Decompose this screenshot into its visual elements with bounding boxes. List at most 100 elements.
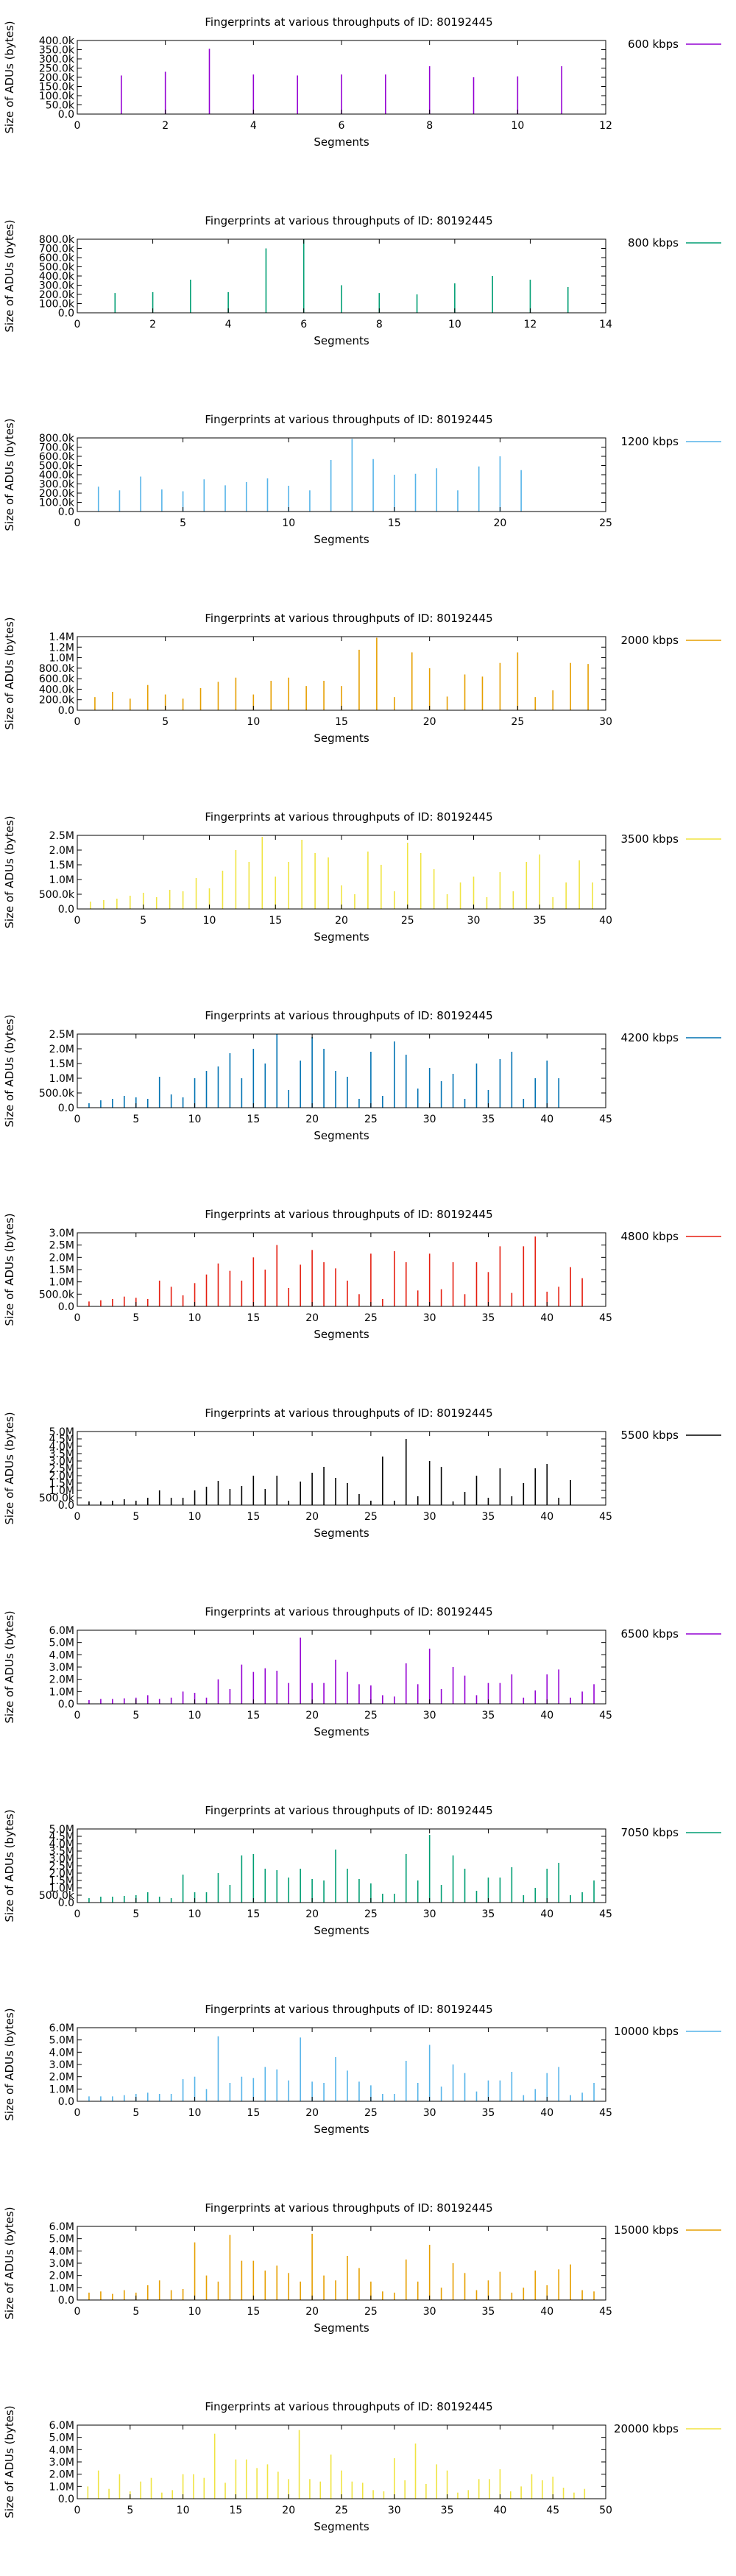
x-tick-label: 10 [203, 915, 216, 927]
x-tick-label: 10 [188, 1710, 202, 1722]
y-tick-label: 150.0k [39, 82, 75, 93]
x-tick-label: 15 [247, 1312, 260, 1324]
x-axis-label: Segments [314, 2520, 369, 2533]
x-tick-label: 45 [599, 1511, 612, 1523]
x-tick-label: 15 [247, 1114, 260, 1125]
y-tick-label: 1.5M [49, 1875, 74, 1887]
y-axis-label: Size of ADUs (bytes) [3, 1610, 16, 1723]
x-tick-label: 20 [305, 1710, 319, 1722]
y-tick-label: 300.0k [39, 280, 75, 292]
y-tick-label: 500.0k [39, 1289, 75, 1301]
x-tick-label: 0 [74, 1312, 81, 1324]
chart-title: Fingerprints at various throughputs of I… [205, 1208, 492, 1221]
x-tick-label: 30 [423, 1511, 436, 1523]
y-tick-label: 5.0M [49, 1638, 74, 1649]
y-tick-label: 800.0k [39, 663, 75, 675]
y-tick-label: 1.5M [49, 1264, 74, 1276]
y-tick-label: 100.0k [39, 498, 75, 509]
y-tick-label: 2.0M [49, 2271, 74, 2282]
x-tick-label: 20 [305, 2306, 319, 2318]
y-tick-label: 0.0 [58, 308, 74, 319]
chart-title: Fingerprints at various throughputs of I… [205, 1406, 492, 1420]
x-tick-label: 15 [247, 2107, 260, 2119]
x-tick-label: 10 [188, 2107, 202, 2119]
y-tick-label: 400.0k [39, 684, 75, 696]
y-tick-label: 0.0 [58, 1897, 74, 1909]
chart-panel: Fingerprints at various throughputs of I… [3, 810, 721, 944]
x-tick-label: 30 [423, 1312, 436, 1324]
x-axis-label: Segments [314, 1725, 369, 1738]
y-tick-label: 6.0M [49, 1625, 74, 1637]
y-tick-label: 2.0M [49, 1252, 74, 1264]
y-tick-label: 500.0k [39, 1493, 75, 1504]
y-tick-label: 3.5M [49, 1448, 74, 1460]
y-tick-label: 0.0 [58, 109, 74, 121]
x-tick-label: 0 [74, 1908, 81, 1920]
legend-label: 4200 kbps [621, 1031, 679, 1044]
y-tick-label: 2.5M [49, 1029, 74, 1041]
x-tick-label: 25 [364, 1114, 378, 1125]
x-tick-label: 20 [305, 1511, 319, 1523]
x-tick-label: 25 [599, 517, 612, 529]
y-tick-label: 4.0M [49, 2444, 74, 2456]
x-tick-label: 35 [533, 915, 546, 927]
legend-label: 3500 kbps [621, 832, 679, 846]
x-tick-label: 10 [188, 1908, 202, 1920]
y-tick-label: 1.0M [49, 1883, 74, 1894]
x-tick-label: 15 [388, 517, 401, 529]
y-tick-label: 4.0M [49, 1649, 74, 1661]
x-tick-label: 20 [305, 1312, 319, 1324]
y-tick-label: 4.0M [49, 1839, 74, 1850]
chart-panel: Fingerprints at various throughputs of I… [3, 1406, 721, 1540]
chart-panel: Fingerprints at various throughputs of I… [3, 1804, 721, 1937]
x-tick-label: 45 [599, 1312, 612, 1324]
y-tick-label: 0.0 [58, 1301, 74, 1313]
legend-label: 15000 kbps [614, 2223, 679, 2237]
chart-panel: Fingerprints at various throughputs of I… [3, 2003, 721, 2136]
x-tick-label: 20 [305, 2107, 319, 2119]
y-tick-label: 3.5M [49, 1846, 74, 1858]
chart-panel: Fingerprints at various throughputs of I… [3, 1605, 721, 1738]
x-axis-label: Segments [314, 1526, 369, 1540]
x-tick-label: 45 [546, 2505, 559, 2516]
chart-title: Fingerprints at various throughputs of I… [205, 2003, 492, 2016]
y-tick-label: 1.0M [49, 2481, 74, 2493]
legend-label: 4800 kbps [621, 1230, 679, 1243]
x-tick-label: 6 [300, 319, 307, 330]
y-tick-label: 1.0M [49, 1073, 74, 1085]
y-tick-label: 1.0M [49, 874, 74, 886]
x-tick-label: 5 [140, 915, 146, 927]
y-tick-label: 500.0k [39, 262, 75, 274]
x-tick-label: 25 [364, 1908, 378, 1920]
x-tick-label: 40 [540, 1114, 553, 1125]
y-tick-label: 50.0k [46, 100, 75, 112]
x-tick-label: 25 [364, 1312, 378, 1324]
y-tick-label: 1.0M [49, 1485, 74, 1497]
x-tick-label: 35 [441, 2505, 454, 2516]
y-tick-label: 3.0M [49, 2258, 74, 2270]
legend-label: 2000 kbps [621, 634, 679, 647]
y-tick-label: 200.0k [39, 695, 75, 707]
x-tick-label: 0 [74, 517, 81, 529]
chart-panel: Fingerprints at various throughputs of I… [3, 413, 721, 546]
x-tick-label: 20 [305, 1908, 319, 1920]
y-tick-label: 3.0M [49, 1228, 74, 1239]
x-tick-label: 30 [423, 2107, 436, 2119]
y-tick-label: 500.0k [39, 1890, 75, 1902]
y-tick-label: 2.5M [49, 1463, 74, 1475]
y-tick-label: 1.5M [49, 1478, 74, 1490]
y-tick-label: 2.5M [49, 830, 74, 842]
plot-frame [77, 1828, 606, 1903]
x-tick-label: 35 [482, 1710, 495, 1722]
chart-panel: Fingerprints at various throughputs of I… [3, 2201, 721, 2335]
y-tick-label: 5.0M [49, 2234, 74, 2246]
y-tick-label: 1.0M [49, 2084, 74, 2095]
x-tick-label: 15 [247, 2306, 260, 2318]
legend-label: 1200 kbps [621, 435, 679, 448]
x-tick-label: 4 [250, 120, 257, 132]
x-tick-label: 40 [599, 915, 612, 927]
plot-frame [77, 2226, 606, 2301]
plot-frame [77, 1630, 606, 1705]
legend-label: 5500 kbps [621, 1429, 679, 1442]
x-tick-label: 4 [225, 319, 232, 330]
